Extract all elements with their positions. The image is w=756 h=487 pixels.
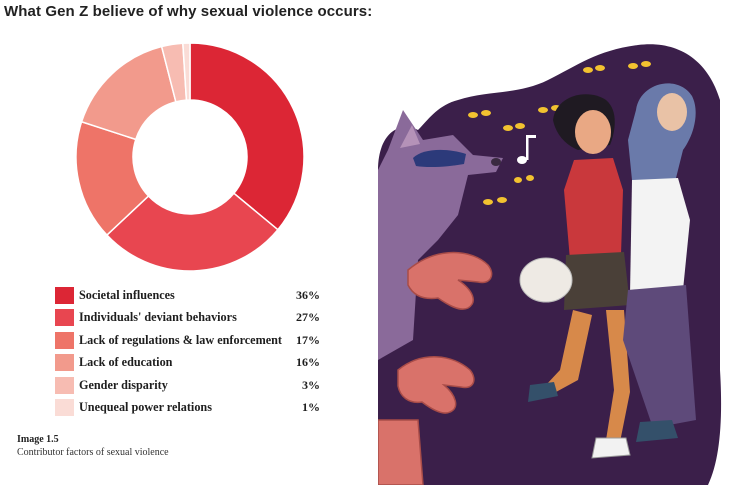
legend-value: 17% xyxy=(296,332,320,347)
legend-value: 16% xyxy=(296,355,320,370)
donut-slice xyxy=(105,192,279,272)
caption-text: Contributor factors of sexual violence xyxy=(17,447,169,458)
legend-value: 3% xyxy=(302,377,320,392)
wolf-predator-illustration xyxy=(378,44,722,485)
legend-label: Societal influences xyxy=(79,288,175,302)
legend-label: Gender disparity xyxy=(79,377,168,392)
legend-label: Lack of regulations & law enforcement xyxy=(79,332,282,347)
donut-slice xyxy=(80,45,177,141)
legend-item-lack-of-education: Lack of education 16% xyxy=(55,353,320,375)
caption-label: Image 1.5 xyxy=(17,434,59,445)
legend-item-societal-influences: Societal influences 36% xyxy=(55,286,320,308)
legend-item-deviant-behaviors: Individuals' deviant behaviors 27% xyxy=(55,308,320,330)
legend-item-power-relations: Unequeal power relations 1% xyxy=(55,398,320,420)
legend-swatch xyxy=(55,376,74,394)
legend-swatch xyxy=(55,354,74,372)
legend-value: 1% xyxy=(302,399,320,414)
legend-value: 27% xyxy=(296,310,320,325)
chart-legend: Societal influences 36% Individuals' dev… xyxy=(55,286,320,420)
legend-swatch xyxy=(55,398,74,416)
legend-value: 36% xyxy=(296,288,320,302)
legend-swatch xyxy=(55,287,74,304)
legend-swatch xyxy=(55,331,74,349)
donut-chart xyxy=(75,42,305,272)
chart-title: What Gen Z believe of why sexual violenc… xyxy=(4,3,373,20)
legend-item-gender-disparity: Gender disparity 3% xyxy=(55,376,320,398)
legend-label: Unequeal power relations xyxy=(79,399,212,414)
donut-slice xyxy=(189,42,305,231)
donut-slice xyxy=(182,42,191,101)
legend-label: Individuals' deviant behaviors xyxy=(79,310,237,325)
legend-label: Lack of education xyxy=(79,355,173,370)
legend-item-lack-of-regulations: Lack of regulations & law enforcement 17… xyxy=(55,331,320,353)
legend-swatch xyxy=(55,309,74,327)
